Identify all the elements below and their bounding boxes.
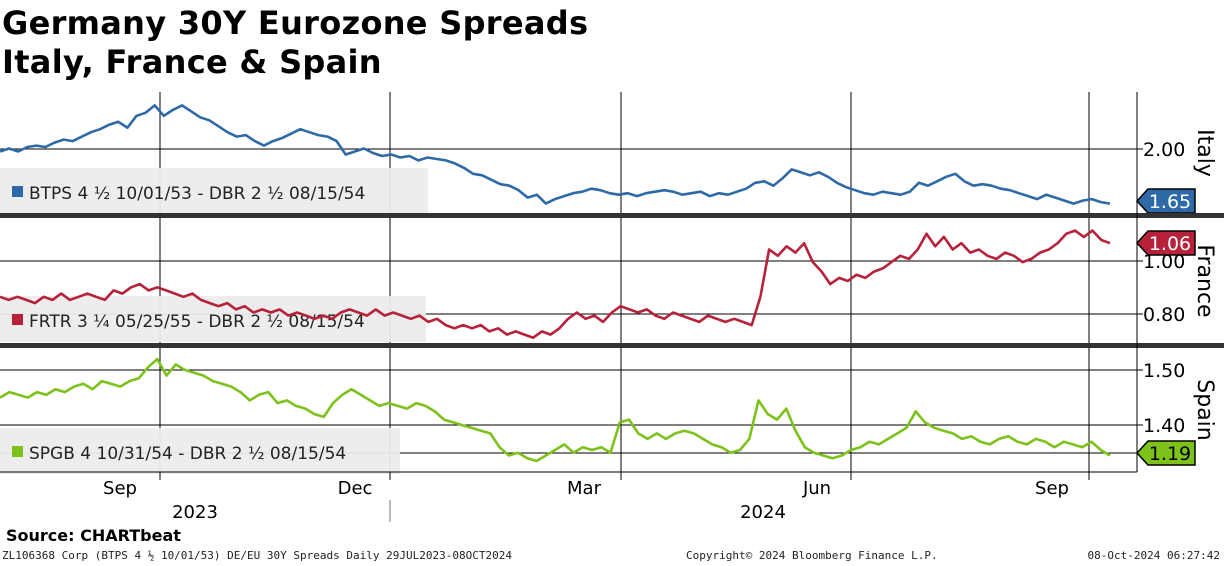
legend-label: SPGB 4 10/31/54 - DBR 2 ½ 08/15/54 xyxy=(29,444,346,464)
y-tick-label: 2.00 xyxy=(1143,139,1185,161)
last-value-label: 1.65 xyxy=(1149,191,1191,213)
last-value-label: 1.06 xyxy=(1149,233,1191,255)
series-line-italy xyxy=(0,104,1111,205)
legend-label: FRTR 3 ¼ 05/25/55 - DBR 2 ½ 08/15/54 xyxy=(29,312,365,332)
title-line-1: Germany 30Y Eurozone Spreads xyxy=(2,4,589,42)
panel-name: France xyxy=(1192,244,1217,317)
footer-copyright: Copyright© 2024 Bloomberg Finance L.P. xyxy=(686,549,938,562)
y-tick-label: 1.40 xyxy=(1143,415,1185,437)
x-tick-label: Mar xyxy=(567,478,602,499)
last-value-badge xyxy=(1135,230,1196,256)
legend-label: BTPS 4 ½ 10/01/53 - DBR 2 ½ 08/15/54 xyxy=(29,184,365,204)
x-tick-label: Sep xyxy=(103,478,137,499)
legend-swatch xyxy=(12,446,23,457)
y-tick-label: 1.00 xyxy=(1143,251,1185,273)
series-line-france xyxy=(0,229,1111,339)
last-value-badge xyxy=(1135,188,1196,214)
source-label: Source: CHARTbeat xyxy=(6,526,181,545)
chart-title: Germany 30Y Eurozone Spreads Italy, Fran… xyxy=(2,4,588,82)
y-tick-label: 0.80 xyxy=(1143,304,1185,326)
legend-swatch xyxy=(12,186,23,197)
footer-timestamp: 08-Oct-2024 06:27:42 xyxy=(1087,549,1220,562)
x-year-label: 2024 xyxy=(740,502,786,523)
legend-box xyxy=(0,428,400,474)
panel-separator xyxy=(0,343,1224,348)
x-tick-label: Sep xyxy=(1035,478,1069,499)
panel-name: Italy xyxy=(1192,129,1217,177)
last-value-label: 1.19 xyxy=(1149,443,1191,465)
series-line-spain xyxy=(0,357,1111,463)
title-line-2: Italy, France & Spain xyxy=(2,43,382,81)
panel-separator xyxy=(0,213,1224,218)
legend-box xyxy=(0,168,428,214)
y-tick-label: 1.50 xyxy=(1143,360,1185,382)
footer-left: ZL106368 Corp (BTPS 4 ½ 10/01/53) DE/EU … xyxy=(2,549,512,562)
x-year-label: 2023 xyxy=(172,502,218,523)
panel-name: Spain xyxy=(1192,379,1217,440)
legend-swatch xyxy=(12,314,23,325)
x-tick-label: Jun xyxy=(802,478,831,499)
x-tick-label: Dec xyxy=(338,478,373,499)
last-value-badge xyxy=(1135,440,1196,466)
